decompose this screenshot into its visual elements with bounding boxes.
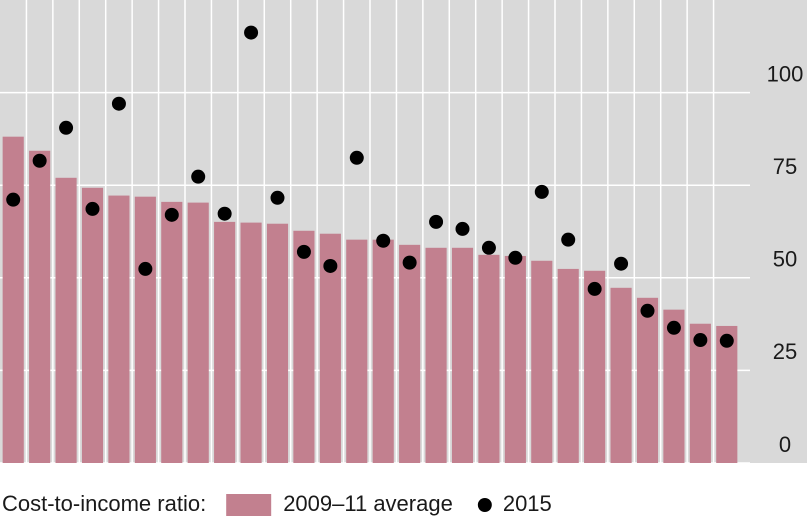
bar	[610, 287, 632, 463]
bar	[399, 244, 421, 463]
dot	[429, 214, 444, 229]
legend-marker	[477, 498, 492, 512]
dot	[481, 240, 496, 255]
dot	[191, 169, 206, 184]
bar	[187, 202, 209, 463]
dot	[693, 333, 708, 348]
bar	[240, 222, 262, 463]
bar	[266, 223, 289, 463]
bar	[108, 195, 130, 463]
bar	[425, 247, 447, 463]
legend-label: 2009–11 average	[283, 491, 453, 516]
bar	[716, 325, 738, 463]
y-tick-label: 75	[773, 154, 797, 179]
dot	[719, 333, 734, 348]
bar	[134, 196, 156, 463]
dot	[534, 184, 549, 199]
legend-label: 2015	[503, 491, 552, 516]
legend-swatch	[226, 494, 272, 516]
dot	[666, 320, 681, 335]
dot	[561, 232, 576, 247]
legend-title: Cost-to-income ratio:	[2, 491, 206, 516]
bar	[689, 323, 711, 463]
dot	[614, 256, 629, 271]
dot	[296, 244, 311, 259]
bar	[451, 247, 474, 463]
dot	[244, 25, 259, 40]
dot	[323, 258, 338, 273]
bar	[2, 136, 24, 463]
dot	[349, 150, 364, 165]
bar	[293, 230, 315, 463]
dot	[270, 190, 285, 205]
dot	[6, 192, 21, 207]
dot	[402, 255, 417, 270]
bar	[584, 270, 606, 463]
dot	[455, 221, 470, 236]
bar	[319, 233, 341, 463]
bar	[663, 309, 685, 463]
bar	[161, 201, 183, 464]
dot	[59, 120, 74, 135]
y-tick-label: 50	[773, 247, 797, 272]
dot	[138, 261, 153, 276]
bar	[531, 260, 553, 463]
bar	[557, 268, 579, 463]
bar	[81, 187, 104, 464]
dot	[217, 206, 232, 221]
y-tick-label: 100	[767, 61, 804, 86]
dot	[111, 96, 126, 111]
dot	[640, 303, 655, 318]
dot	[164, 207, 179, 222]
y-tick-label: 0	[779, 432, 791, 457]
dot	[376, 233, 391, 248]
dot	[587, 281, 602, 296]
dot	[508, 250, 523, 265]
bar	[214, 221, 236, 463]
bar	[478, 254, 500, 463]
bar	[55, 177, 77, 464]
dot	[32, 153, 47, 168]
bar	[29, 150, 51, 463]
y-tick-label: 25	[773, 339, 797, 364]
bar	[372, 239, 394, 463]
dot	[85, 201, 100, 216]
bar	[504, 255, 526, 463]
bar	[636, 297, 659, 463]
bar	[346, 239, 368, 463]
